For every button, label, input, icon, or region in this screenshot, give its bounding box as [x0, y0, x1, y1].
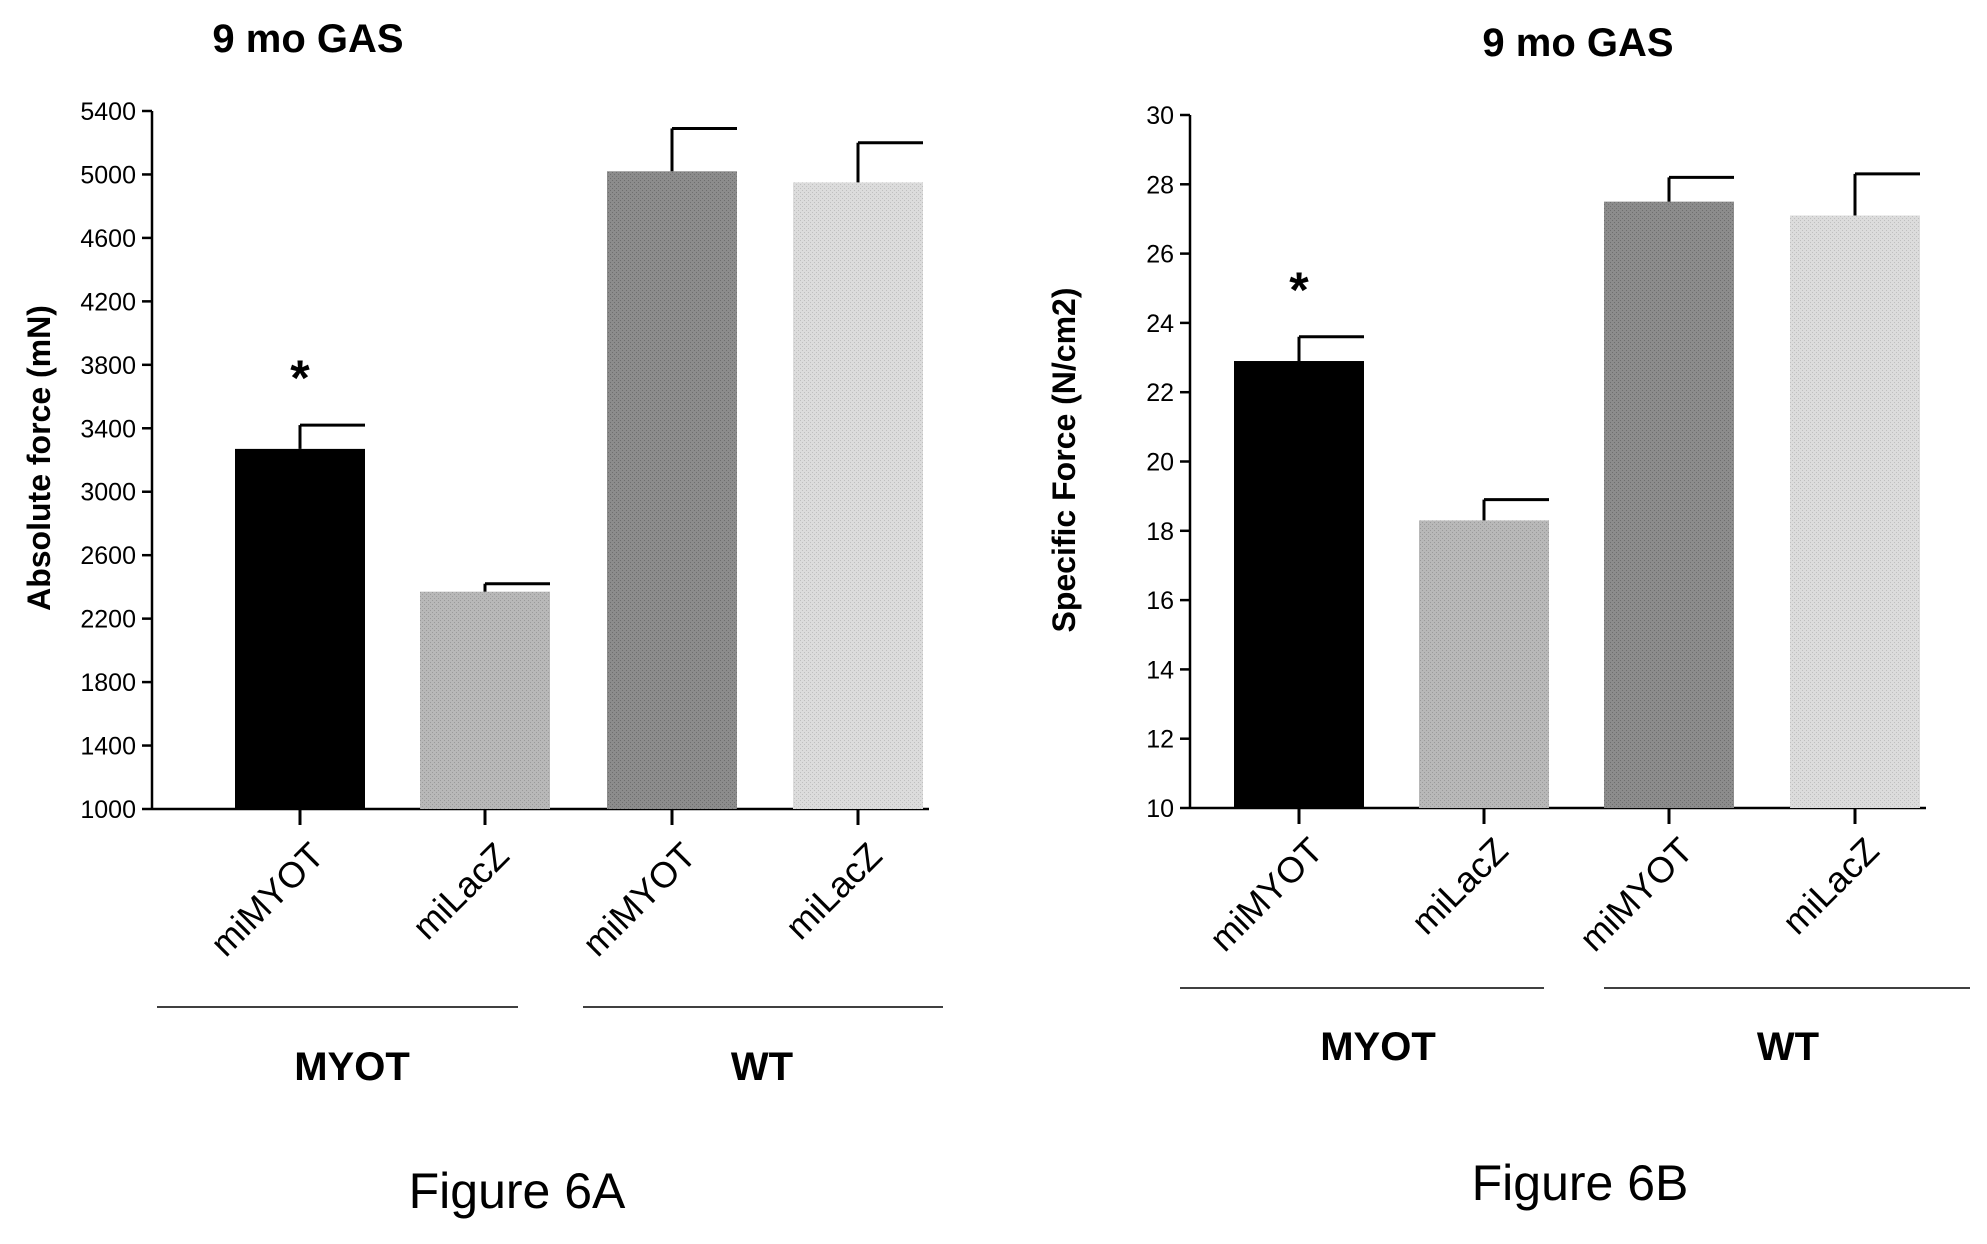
- significance-asterisk: *: [290, 350, 310, 406]
- bar: [1234, 361, 1364, 808]
- y-tick-label: 2600: [80, 542, 136, 570]
- error-bars: [298, 126, 923, 592]
- y-tick-label: 4200: [80, 288, 136, 316]
- category-labels: miMYOT miLacZ miMYOT miLacZ: [1201, 830, 1886, 959]
- category-label: miLacZ: [1774, 830, 1886, 942]
- category-label: miMYOT: [1201, 830, 1330, 959]
- y-axis-label: Specific Force (N/cm2): [1046, 288, 1082, 633]
- bar: [1419, 520, 1549, 808]
- bars: [1234, 201, 1920, 809]
- bar: [607, 171, 737, 810]
- y-tick-label: 30: [1146, 102, 1174, 130]
- y-tick-label: 2200: [80, 606, 136, 634]
- group-label: MYOT: [1320, 1025, 1436, 1069]
- y-tick-label: 3400: [80, 415, 136, 443]
- y-tick-label: 16: [1146, 587, 1174, 615]
- category-labels: miMYOT miLacZ miMYOT miLacZ: [202, 835, 889, 964]
- y-tick-label: 3000: [80, 479, 136, 507]
- error-bars: [1297, 172, 1920, 521]
- category-label: miMYOT: [1571, 830, 1700, 959]
- y-tick-label: 3800: [80, 352, 136, 380]
- bar: [793, 182, 923, 810]
- bar: [1790, 215, 1920, 809]
- y-tick-label: 20: [1146, 449, 1174, 477]
- group-label: MYOT: [294, 1045, 410, 1089]
- group-labels: MYOT WT: [157, 1006, 943, 1089]
- y-tick-label: 22: [1146, 379, 1174, 407]
- group-labels: MYOT WT: [1180, 987, 1970, 1069]
- y-tick-label: 4600: [80, 225, 136, 253]
- y-tick-label: 5400: [80, 98, 136, 126]
- category-label: miLacZ: [1403, 830, 1515, 942]
- bar: [420, 591, 550, 809]
- y-tick-label: 14: [1146, 656, 1174, 684]
- y-tick-label: 1400: [80, 733, 136, 761]
- y-tick-label: 28: [1146, 171, 1174, 199]
- chart-panel-6b: 9 mo GAS Specific Force (N/cm2) 10 12 14 16…: [1046, 21, 1970, 1211]
- chart-panel-6a: 9 mo GAS Absolute force (mN) 1000 1400 180…: [21, 17, 943, 1219]
- chart-title: 9 mo GAS: [212, 17, 403, 61]
- chart-title: 9 mo GAS: [1482, 21, 1673, 65]
- category-label: miMYOT: [202, 835, 331, 964]
- y-tick-label: 10: [1146, 795, 1174, 823]
- y-axis-label: Absolute force (mN): [21, 305, 57, 611]
- category-label: miLacZ: [777, 835, 889, 947]
- axes: 1000 1400 1800 2200 2600 3000 3400 3800 4200 4600…: [80, 98, 929, 825]
- significance-markers: *: [290, 350, 310, 406]
- figure-caption: Figure 6B: [1472, 1155, 1689, 1211]
- axes: 10 12 14 16 18 20 22 24 26 28 30: [1146, 102, 1926, 824]
- category-label: miLacZ: [404, 835, 516, 947]
- group-label: WT: [1757, 1025, 1819, 1069]
- y-tick-label: 26: [1146, 241, 1174, 269]
- bar: [1604, 201, 1734, 808]
- significance-markers: *: [1289, 262, 1309, 318]
- figure-caption: Figure 6A: [409, 1163, 626, 1219]
- y-tick-label: 18: [1146, 518, 1174, 546]
- bars: [235, 171, 923, 810]
- y-tick-label: 5000: [80, 161, 136, 189]
- y-tick-label: 1800: [80, 669, 136, 697]
- y-tick-label: 12: [1146, 726, 1174, 754]
- bar: [235, 448, 365, 809]
- y-tick-label: 1000: [80, 796, 136, 824]
- group-label: WT: [731, 1045, 793, 1089]
- significance-asterisk: *: [1289, 262, 1309, 318]
- category-label: miMYOT: [574, 835, 703, 964]
- y-tick-label: 24: [1146, 310, 1174, 338]
